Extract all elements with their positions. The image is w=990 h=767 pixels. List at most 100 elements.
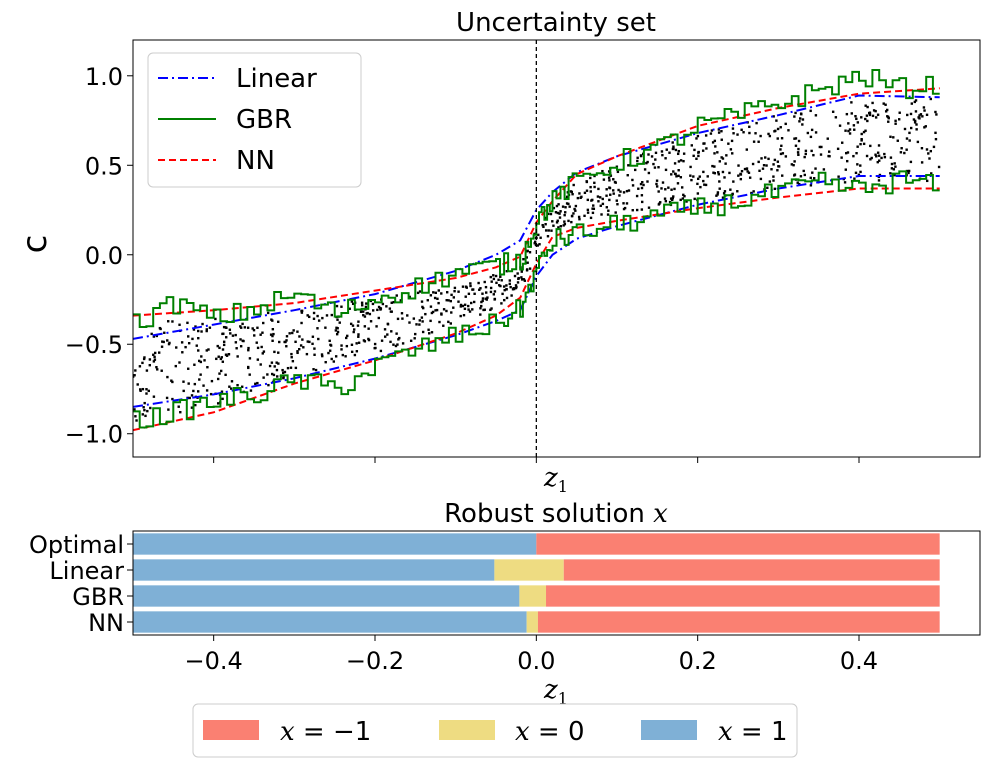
scatter-point [862,130,866,134]
scatter-point [406,314,409,317]
scatter-point [511,288,515,291]
legend-x1-swatch [641,720,697,740]
scatter-point [804,149,808,153]
scatter-point [887,120,890,123]
scatter-point [216,344,219,348]
scatter-point [801,118,805,121]
scatter-point [525,256,528,259]
scatter-point [200,355,203,358]
scatter-point [809,135,813,139]
scatter-point [478,288,481,291]
scatter-point [574,204,578,208]
scatter-point [752,190,755,193]
scatter-point [199,360,203,364]
scatter-point [794,111,797,115]
scatter-point [680,186,684,189]
scatter-point [371,302,375,306]
scatter-point [317,337,320,341]
scatter-point [369,320,373,323]
scatter-point [133,374,136,377]
scatter-point [660,150,664,153]
scatter-point [483,280,486,284]
scatter-point [612,192,615,195]
scatter-point [714,145,717,148]
scatter-point [697,151,700,154]
scatter-point [796,151,800,154]
scatter-point [188,396,191,400]
scatter-point [133,408,136,411]
scatter-point [657,190,660,193]
scatter-point [811,171,814,174]
scatter-point [477,281,480,285]
scatter-point [143,356,146,359]
scatter-point [412,317,416,320]
scatter-point [696,177,700,181]
scatter-point [742,131,745,134]
scatter-point [505,296,509,300]
scatter-point [224,373,227,377]
scatter-point [526,249,529,253]
scatter-point [503,298,506,302]
scatter-point [579,196,582,200]
scatter-point [416,291,420,295]
scatter-point [503,288,506,292]
scatter-point [655,185,659,188]
scatter-point [489,290,493,294]
scatter-point [145,369,149,372]
scatter-point [551,220,554,223]
scatter-point [754,132,757,135]
scatter-point [599,196,602,199]
scatter-point [578,218,581,221]
scatter-point [152,353,155,356]
scatter-point [153,358,157,361]
scatter-point [353,353,357,357]
bar-xm1 [563,559,940,581]
bottom-x-tick-label: 0.0 [517,647,555,675]
scatter-point [759,177,763,181]
scatter-point [893,162,896,165]
scatter-point [215,357,218,361]
scatter-point [715,194,718,197]
scatter-point [438,320,441,324]
scatter-point [436,297,439,300]
legend-xm1-swatch [203,720,259,740]
scatter-point [866,105,869,109]
scatter-point [493,290,497,293]
scatter-point [869,144,872,148]
scatter-point [578,192,581,195]
scatter-point [641,181,644,184]
scatter-point [929,149,933,153]
scatter-point [600,213,603,216]
scatter-point [147,389,150,393]
scatter-point [814,167,817,170]
scatter-point [399,299,402,302]
scatter-point [915,123,918,126]
scatter-point [179,410,182,414]
scatter-point [925,113,929,117]
scatter-point [724,162,727,165]
scatter-point [344,355,347,358]
scatter-point [652,162,655,166]
scatter-point [313,353,316,356]
scatter-point [239,326,243,329]
scatter-point [375,325,378,328]
scatter-point [690,144,693,147]
scatter-point [357,333,360,336]
scatter-point [254,382,257,386]
scatter-point [308,340,311,344]
scatter-point [877,154,881,157]
scatter-point [607,170,611,173]
scatter-point [500,302,503,305]
scatter-point [781,152,785,155]
scatter-point [591,207,594,210]
scatter-point [277,320,280,323]
scatter-point [683,195,686,198]
scatter-point [194,325,197,328]
scatter-point [241,322,244,326]
scatter-point [426,299,429,302]
scatter-point [797,153,800,157]
scatter-point [282,376,285,380]
scatter-point [139,388,142,391]
scatter-point [773,158,777,162]
scatter-point [313,347,316,350]
